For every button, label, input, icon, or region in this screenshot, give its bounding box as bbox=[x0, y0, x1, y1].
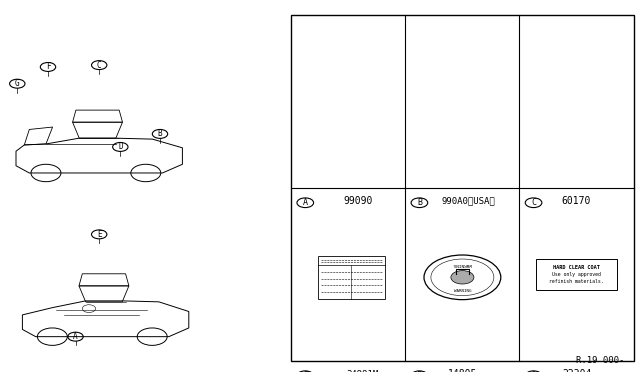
Text: refinish materials.: refinish materials. bbox=[549, 279, 604, 284]
Text: A: A bbox=[303, 198, 308, 207]
Bar bbox=[291, 15, 634, 361]
Text: E: E bbox=[303, 371, 308, 372]
Text: G: G bbox=[15, 79, 20, 88]
Text: C: C bbox=[97, 61, 102, 70]
Text: 99090: 99090 bbox=[343, 196, 372, 206]
Text: E: E bbox=[97, 230, 102, 239]
Text: G: G bbox=[531, 371, 536, 372]
Text: B: B bbox=[417, 198, 422, 207]
Text: 22304: 22304 bbox=[562, 369, 591, 372]
Text: Use only approved: Use only approved bbox=[552, 272, 601, 278]
Text: F: F bbox=[45, 62, 51, 71]
Text: HARD CLEAR COAT: HARD CLEAR COAT bbox=[553, 265, 600, 270]
Text: D: D bbox=[118, 142, 123, 151]
Text: WARNING: WARNING bbox=[454, 289, 471, 293]
Text: C: C bbox=[531, 198, 536, 207]
Text: B: B bbox=[157, 129, 163, 138]
Bar bbox=[318, 256, 385, 299]
Text: 60170: 60170 bbox=[562, 196, 591, 206]
Text: 990A0〈USA〉: 990A0〈USA〉 bbox=[442, 197, 495, 206]
Text: 14805: 14805 bbox=[448, 369, 477, 372]
Text: A: A bbox=[73, 332, 78, 341]
Text: R.19 000-: R.19 000- bbox=[575, 356, 624, 365]
Text: 34991M: 34991M bbox=[346, 370, 378, 372]
Circle shape bbox=[451, 271, 474, 284]
Text: WARNING: WARNING bbox=[453, 262, 472, 266]
Text: F: F bbox=[417, 371, 422, 372]
